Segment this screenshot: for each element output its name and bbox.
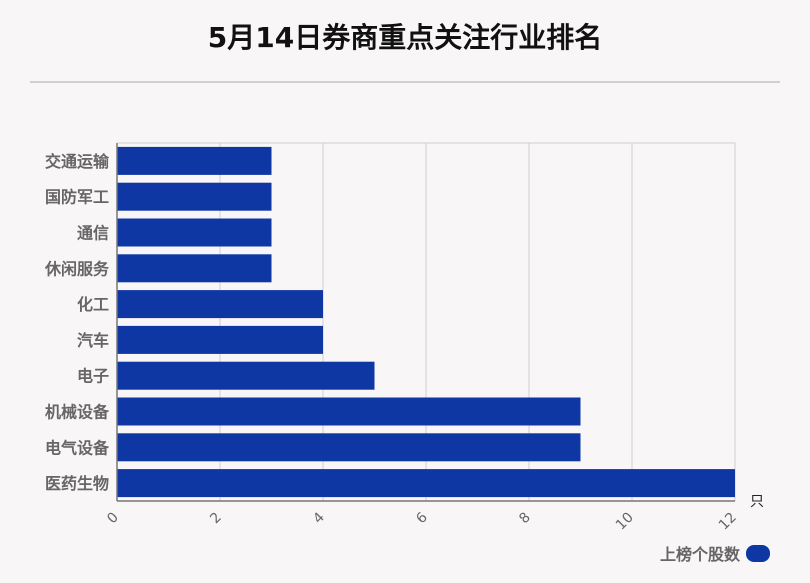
x-tick-label: 4 [310, 509, 328, 527]
category-label: 交通运输 [45, 152, 110, 171]
bar-7 [117, 361, 375, 390]
category-label: 通信 [77, 224, 109, 243]
x-tick-label: 2 [207, 510, 225, 528]
category-label: 休闲服务 [44, 259, 110, 278]
chart-title: 5月14日券商重点关注行业排名 [207, 21, 603, 54]
x-tick-label: 10 [613, 510, 637, 534]
legend-label: 上榜个股数 [659, 545, 740, 564]
bar-3 [117, 218, 272, 247]
bar-1 [117, 146, 272, 175]
title-divider [30, 81, 780, 83]
bar-10 [117, 469, 735, 498]
legend-swatch [746, 544, 770, 562]
bar-9 [117, 433, 581, 462]
bar-4 [117, 254, 272, 283]
category-label: 电气设备 [45, 438, 110, 457]
x-tick-label: 12 [716, 510, 740, 534]
category-label: 汽车 [77, 331, 109, 350]
x-tick-label: 6 [413, 509, 431, 527]
x-tick-label: 0 [104, 510, 122, 528]
category-label: 电子 [77, 367, 109, 386]
category-label: 国防军工 [45, 188, 109, 207]
x-tick-label: 8 [516, 510, 534, 528]
bar-2 [117, 182, 272, 211]
bar-8 [117, 397, 581, 426]
category-label: 机械设备 [45, 403, 110, 422]
category-label: 医药生物 [45, 474, 109, 493]
category-label: 化工 [77, 295, 109, 314]
bar-5 [117, 290, 323, 319]
bar-6 [117, 325, 323, 354]
legend[interactable]: 上榜个股数 [660, 541, 770, 565]
x-unit-label: 只 [750, 494, 764, 510]
